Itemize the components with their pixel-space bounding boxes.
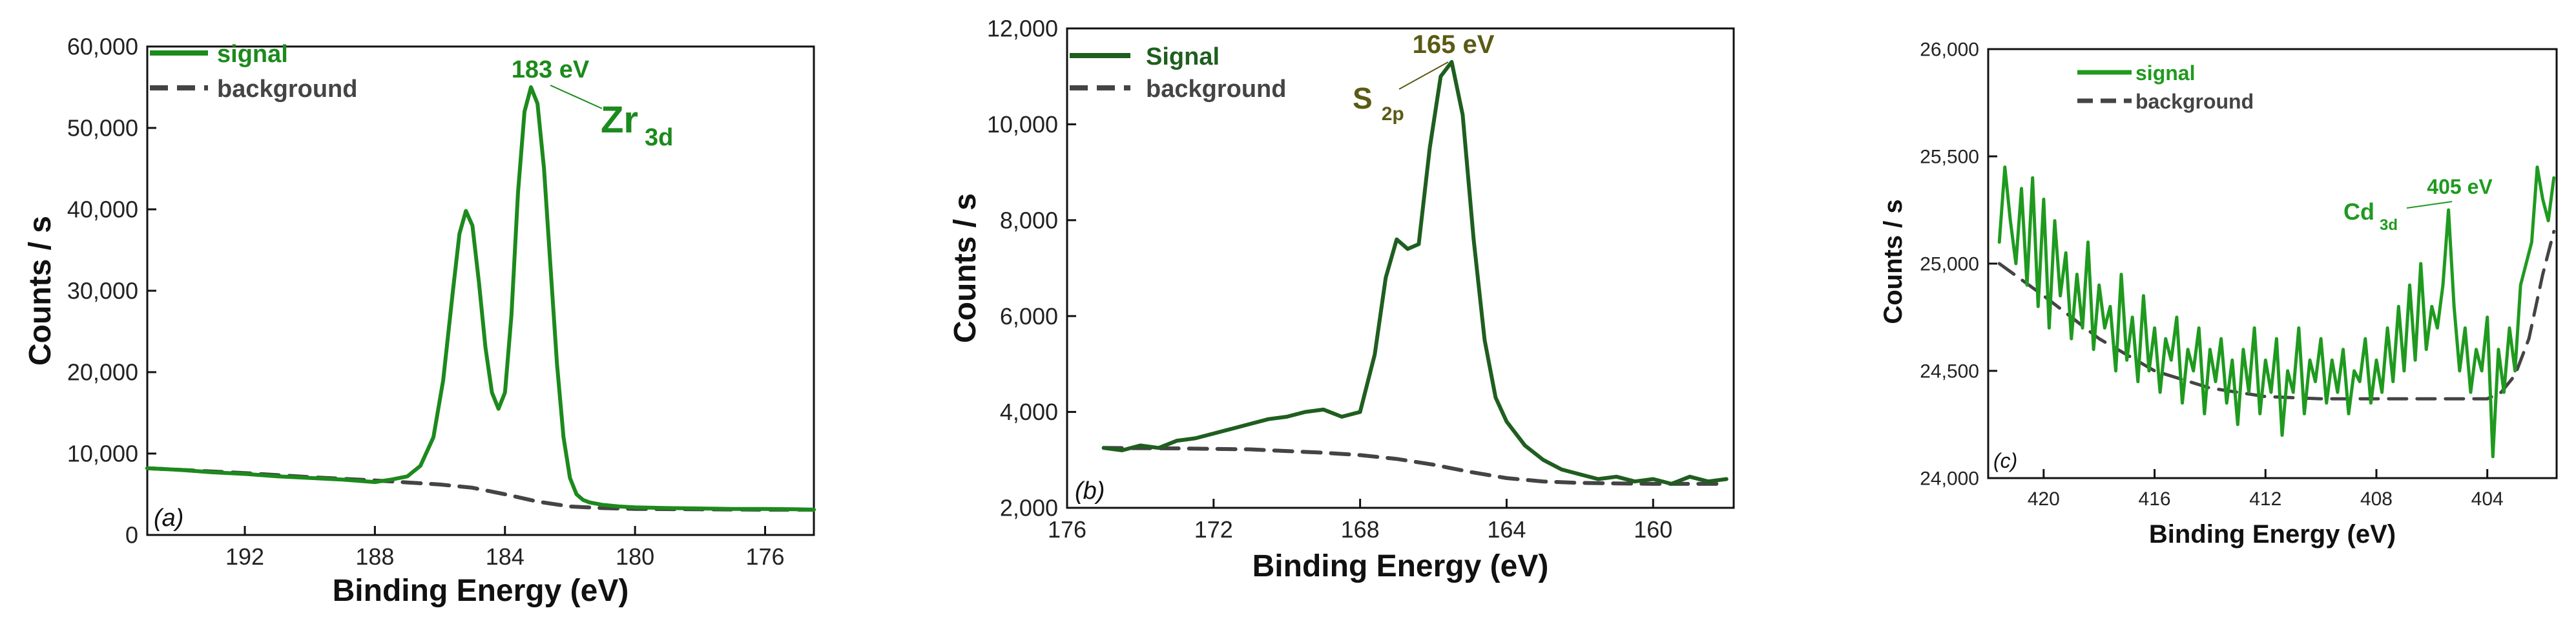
panel-c-x-ticks: 420 416 412 408 404: [2028, 469, 2504, 510]
panel-c-x-tick-label: 412: [2249, 488, 2281, 510]
panel-c-signal-line: [1997, 165, 2556, 459]
panel-b-series: [1101, 59, 1729, 486]
panel-c-x-tick-label: 420: [2028, 488, 2060, 510]
panel-c-y-ticks: 24,000 24,500 25,000 25,500 26,000: [1920, 39, 1997, 490]
panel-c-label: (c): [1993, 449, 2017, 472]
panel-c-legend-signal: signal: [2135, 61, 2195, 85]
panel-c-y-axis-label: Counts / s: [1879, 199, 1907, 324]
panel-a-x-tick-label: 188: [355, 543, 394, 570]
panel-a-peak-annotation: 183 eV: [512, 56, 590, 83]
panel-c-series: [1997, 165, 2556, 459]
panel-a-x-tick-label: 184: [486, 543, 525, 570]
panel-a-x-ticks: 192 188 184 180 176: [225, 526, 785, 570]
panel-c-element-symbol: Cd: [2343, 198, 2374, 225]
panel-c: 420 416 412 408 404 24,000 24,500 25,000 25,500…: [1879, 39, 2558, 549]
panel-b-legend-background: background: [1146, 76, 1286, 103]
panel-b-x-tick-label: 160: [1634, 516, 1672, 543]
panel-a-y-tick-label: 50,000: [67, 115, 138, 141]
panel-a-legend-signal: signal: [217, 41, 288, 68]
panel-b-y-ticks: 2,000 4,000 6,000 8,000 10,000 12,000: [987, 16, 1076, 521]
panel-b-y-tick-label: 10,000: [987, 111, 1058, 138]
panel-b-element-subscript: 2p: [1382, 103, 1404, 125]
panel-b-y-axis-label: Counts / s: [948, 193, 982, 343]
panel-a-series: [145, 85, 816, 512]
panel-c-legend-background: background: [2135, 90, 2254, 113]
panel-b-label: (b): [1075, 477, 1105, 505]
panel-c-y-tick-label: 25,500: [1920, 147, 1979, 168]
panel-a-y-axis-label: Counts / s: [23, 216, 57, 366]
panel-b-background-line: [1101, 446, 1729, 486]
panel-b-element-label: S 2p: [1353, 81, 1404, 125]
panel-b-frame: [1066, 27, 1735, 509]
panel-b-x-ticks: 176 172 168 164 160: [1048, 499, 1672, 543]
panel-a: 192 188 184 180 176 0 10,000 20,000 30,000 40,00…: [23, 34, 816, 608]
panel-c-annotation-leader: [2406, 201, 2453, 209]
panel-c-y-tick-label: 26,000: [1920, 39, 1979, 61]
panel-b-x-tick-label: 176: [1048, 516, 1086, 543]
panel-c-element-subscript: 3d: [2380, 216, 2398, 234]
panel-c-element-label: Cd 3d: [2343, 198, 2398, 234]
panel-c-x-tick-label: 404: [2471, 488, 2504, 510]
panel-c-x-axis-label: Binding Energy (eV): [2149, 520, 2396, 549]
panel-c-y-tick-label: 24,500: [1920, 361, 1979, 382]
panel-a-y-tick-label: 0: [125, 522, 138, 549]
panel-b-y-tick-label: 12,000: [987, 16, 1058, 42]
panel-b: 176 172 168 164 160 2,000 4,000 6,000 8,000 10,0…: [948, 16, 1735, 583]
panel-a-y-ticks: 0 10,000 20,000 30,000 40,000 50,000 60,000: [67, 34, 156, 549]
panel-a-annotation-leader: [550, 85, 603, 109]
panel-b-peak-annotation: 165 eV: [1413, 30, 1495, 59]
panel-a-y-tick-label: 30,000: [67, 278, 138, 304]
panel-a-legend-background: background: [217, 76, 357, 103]
panel-b-x-axis-label: Binding Energy (eV): [1252, 549, 1549, 583]
panel-b-element-symbol: S: [1353, 81, 1373, 115]
panel-c-x-tick-label: 408: [2360, 488, 2393, 510]
panel-b-annotation-leader: [1398, 61, 1449, 90]
panel-c-y-tick-label: 24,000: [1920, 468, 1979, 490]
panel-a-x-axis-label: Binding Energy (eV): [333, 574, 629, 608]
panel-a-x-tick-label: 180: [616, 543, 654, 570]
panel-a-element-subscript: 3d: [645, 124, 673, 151]
panel-b-y-tick-label: 2,000: [1000, 495, 1058, 521]
panel-b-x-tick-label: 168: [1341, 516, 1380, 543]
panel-c-x-tick-label: 416: [2139, 488, 2171, 510]
panel-a-y-tick-label: 60,000: [67, 34, 138, 60]
panel-a-element-label: Zr 3d: [601, 99, 673, 151]
panel-a-signal-line: [145, 85, 816, 512]
panel-b-signal-line: [1101, 59, 1729, 486]
panel-b-y-tick-label: 6,000: [1000, 303, 1058, 330]
panel-b-y-tick-label: 8,000: [1000, 207, 1058, 233]
panel-b-y-tick-label: 4,000: [1000, 399, 1058, 425]
panel-a-label: (a): [154, 505, 183, 532]
panel-a-y-tick-label: 20,000: [67, 359, 138, 386]
panel-c-peak-annotation: 405 eV: [2427, 175, 2493, 198]
panel-c-frame: [1987, 48, 2558, 479]
panel-a-y-tick-label: 40,000: [67, 196, 138, 223]
panel-c-y-tick-label: 25,000: [1920, 254, 1979, 275]
panel-a-element-symbol: Zr: [601, 99, 638, 141]
panel-b-x-tick-label: 172: [1194, 516, 1233, 543]
panel-a-x-tick-label: 192: [225, 543, 264, 570]
panel-b-x-tick-label: 164: [1487, 516, 1526, 543]
panel-a-y-tick-label: 10,000: [67, 441, 138, 467]
panel-a-x-tick-label: 176: [745, 543, 784, 570]
panel-b-legend-signal: Signal: [1146, 43, 1220, 70]
